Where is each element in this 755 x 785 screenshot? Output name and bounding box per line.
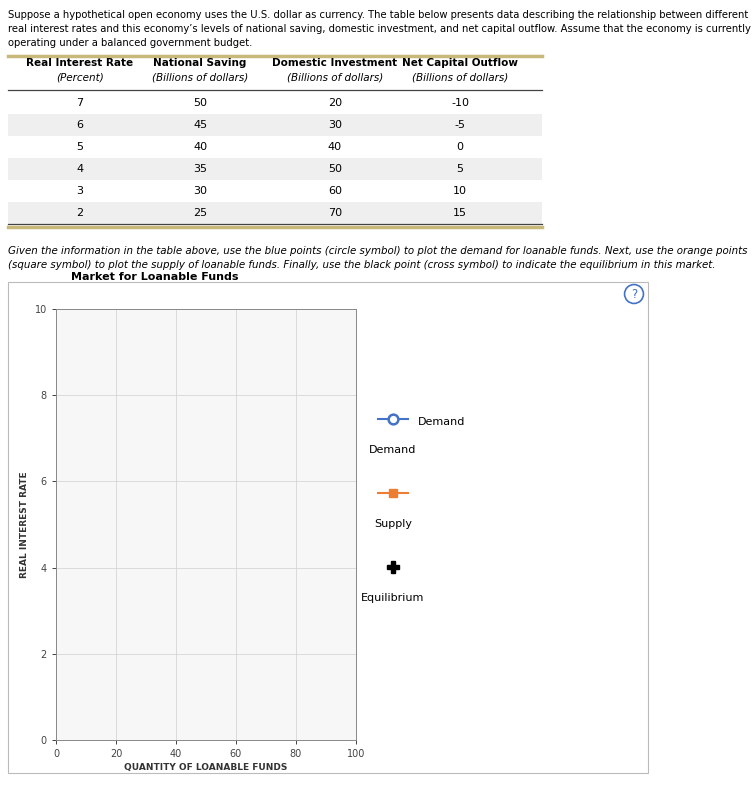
Text: -10: -10: [451, 98, 469, 108]
Text: (Percent): (Percent): [56, 72, 104, 82]
Text: Demand: Demand: [418, 447, 465, 457]
Text: Supply: Supply: [374, 519, 412, 529]
Text: 60: 60: [328, 186, 342, 196]
Text: Suppose a hypothetical open economy uses the U.S. dollar as currency. The table : Suppose a hypothetical open economy uses…: [8, 10, 748, 20]
Text: Demand: Demand: [369, 445, 417, 455]
Text: (Billions of dollars): (Billions of dollars): [152, 72, 248, 82]
Text: 2: 2: [76, 208, 84, 218]
Text: 30: 30: [328, 120, 342, 130]
Text: Market for Loanable Funds: Market for Loanable Funds: [71, 272, 239, 282]
Text: (square symbol) to plot the supply of loanable funds. Finally, use the black poi: (square symbol) to plot the supply of lo…: [8, 260, 716, 270]
Text: Given the information in the table above, use the blue points (circle symbol) to: Given the information in the table above…: [8, 246, 747, 256]
Text: 70: 70: [328, 208, 342, 218]
Text: Demand: Demand: [418, 417, 465, 427]
Text: 5: 5: [457, 164, 464, 174]
FancyBboxPatch shape: [8, 282, 648, 773]
Text: 3: 3: [76, 186, 84, 196]
Text: 30: 30: [193, 186, 207, 196]
Text: 45: 45: [193, 120, 207, 130]
X-axis label: QUANTITY OF LOANABLE FUNDS: QUANTITY OF LOANABLE FUNDS: [125, 763, 288, 772]
Text: 7: 7: [76, 98, 84, 108]
Text: Net Capital Outflow: Net Capital Outflow: [402, 58, 518, 68]
Text: real interest rates and this economy’s levels of national saving, domestic inves: real interest rates and this economy’s l…: [8, 24, 751, 34]
Y-axis label: REAL INTEREST RATE: REAL INTEREST RATE: [20, 471, 29, 578]
Text: 50: 50: [193, 98, 207, 108]
Text: Domestic Investment: Domestic Investment: [273, 58, 398, 68]
Text: National Saving: National Saving: [153, 58, 247, 68]
Text: 4: 4: [76, 164, 84, 174]
Text: 40: 40: [328, 142, 342, 152]
Text: 5: 5: [76, 142, 84, 152]
Text: 10: 10: [453, 186, 467, 196]
Text: -5: -5: [455, 120, 466, 130]
Text: (Billions of dollars): (Billions of dollars): [287, 72, 383, 82]
Text: 15: 15: [453, 208, 467, 218]
Text: (Billions of dollars): (Billions of dollars): [412, 72, 508, 82]
Text: 50: 50: [328, 164, 342, 174]
Text: ?: ?: [631, 287, 637, 301]
Text: operating under a balanced government budget.: operating under a balanced government bu…: [8, 38, 252, 48]
Text: 6: 6: [76, 120, 84, 130]
Text: 20: 20: [328, 98, 342, 108]
Text: 40: 40: [193, 142, 207, 152]
Text: 25: 25: [193, 208, 207, 218]
Text: Real Interest Rate: Real Interest Rate: [26, 58, 134, 68]
FancyBboxPatch shape: [8, 158, 542, 180]
Text: Equilibrium: Equilibrium: [362, 593, 424, 603]
Text: 0: 0: [457, 142, 464, 152]
FancyBboxPatch shape: [8, 114, 542, 136]
Text: 35: 35: [193, 164, 207, 174]
FancyBboxPatch shape: [8, 202, 542, 224]
